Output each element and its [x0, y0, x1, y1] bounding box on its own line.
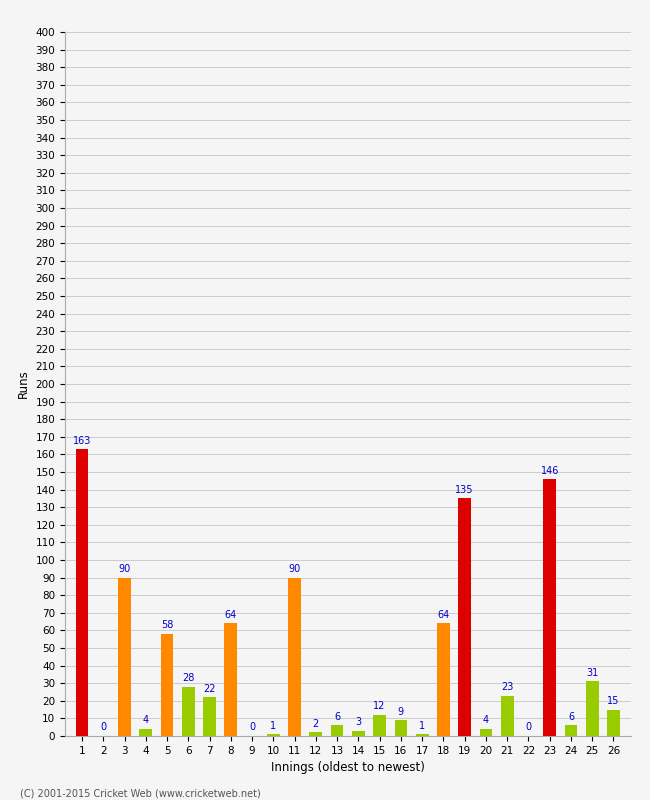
Bar [586, 682, 599, 736]
Bar [75, 449, 88, 736]
Text: 0: 0 [249, 722, 255, 733]
Text: 1: 1 [270, 721, 276, 730]
Text: 90: 90 [118, 564, 131, 574]
Bar [458, 498, 471, 736]
Bar [182, 686, 195, 736]
Bar [607, 710, 620, 736]
Text: 163: 163 [73, 435, 91, 446]
Text: 6: 6 [334, 712, 340, 722]
Bar [224, 623, 237, 736]
Bar [565, 726, 577, 736]
Bar [267, 734, 280, 736]
Text: 4: 4 [143, 715, 149, 726]
Text: 15: 15 [607, 696, 619, 706]
Bar [288, 578, 301, 736]
Text: 0: 0 [100, 722, 107, 733]
Text: 31: 31 [586, 668, 599, 678]
Text: 9: 9 [398, 706, 404, 717]
Bar [543, 479, 556, 736]
Text: 135: 135 [456, 485, 474, 495]
Bar [161, 634, 174, 736]
Text: 146: 146 [541, 466, 559, 475]
Bar [416, 734, 428, 736]
Text: 58: 58 [161, 621, 174, 630]
Bar [203, 698, 216, 736]
Bar [352, 730, 365, 736]
Text: 0: 0 [525, 722, 532, 733]
Text: 22: 22 [203, 684, 216, 694]
Text: 12: 12 [374, 702, 386, 711]
Bar [395, 720, 408, 736]
Text: 64: 64 [225, 610, 237, 620]
Text: 28: 28 [182, 674, 194, 683]
Bar [373, 715, 386, 736]
Text: 23: 23 [501, 682, 514, 692]
Text: 64: 64 [437, 610, 450, 620]
Y-axis label: Runs: Runs [17, 370, 30, 398]
Text: 3: 3 [356, 717, 361, 727]
Text: 90: 90 [289, 564, 301, 574]
Bar [437, 623, 450, 736]
Bar [480, 729, 492, 736]
Text: 2: 2 [313, 719, 319, 729]
Bar [139, 729, 152, 736]
Bar [118, 578, 131, 736]
Text: 4: 4 [483, 715, 489, 726]
Bar [500, 695, 514, 736]
Bar [309, 733, 322, 736]
Text: 6: 6 [568, 712, 574, 722]
Bar [331, 726, 343, 736]
Text: (C) 2001-2015 Cricket Web (www.cricketweb.net): (C) 2001-2015 Cricket Web (www.cricketwe… [20, 788, 260, 798]
X-axis label: Innings (oldest to newest): Innings (oldest to newest) [271, 762, 424, 774]
Text: 1: 1 [419, 721, 425, 730]
